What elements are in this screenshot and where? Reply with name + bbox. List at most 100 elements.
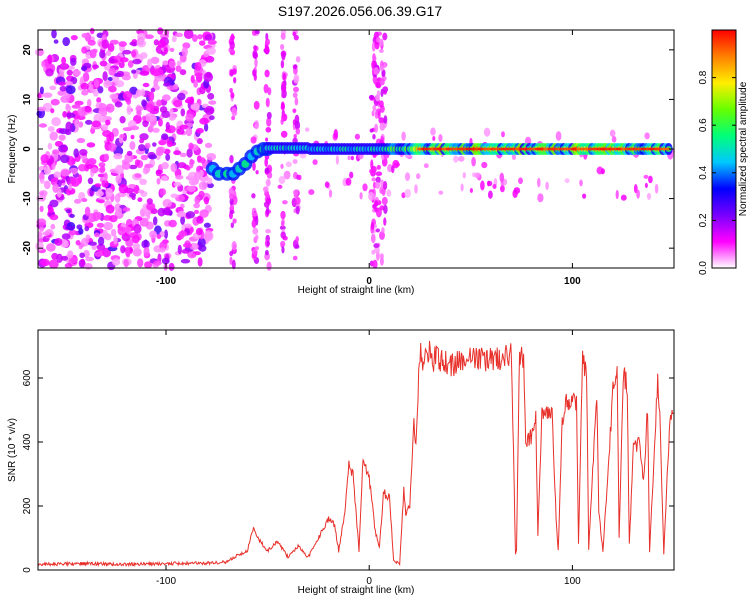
heatmap-cell <box>105 204 115 214</box>
heatmap-cell <box>603 147 610 151</box>
heatmap-cell <box>89 27 95 35</box>
heatmap-cell <box>65 209 72 214</box>
heatmap-cell <box>487 190 493 199</box>
snr-y-tick-label: 400 <box>22 433 33 450</box>
heatmap-cell <box>143 246 150 257</box>
heatmap-cell <box>354 133 361 140</box>
heatmap-cell <box>129 232 139 240</box>
heatmap-cell <box>108 67 117 76</box>
heatmap-cell <box>122 91 133 101</box>
heatmap-cell <box>71 104 81 109</box>
heatmap-cell <box>180 108 186 117</box>
heatmap-cell <box>92 64 99 69</box>
heatmap-cell <box>375 181 381 189</box>
heatmap-cell <box>179 124 189 130</box>
heatmap-cell <box>185 113 194 122</box>
colorbar-gradient <box>712 30 736 268</box>
heatmap-cell <box>381 196 388 206</box>
heatmap-cell <box>471 156 476 167</box>
heatmap-cell <box>159 247 166 253</box>
heatmap-cell <box>414 184 418 194</box>
heatmap-cell <box>107 43 115 53</box>
colorbar-tick-label: 0.0 <box>698 261 709 275</box>
heatmap-cell <box>295 128 301 135</box>
heatmap-cell <box>94 183 102 188</box>
heatmap-cell <box>254 30 260 35</box>
heatmap-cell <box>373 200 379 207</box>
heatmap-cell <box>429 147 436 151</box>
heatmap-cell <box>372 133 376 140</box>
heatmap-cell <box>370 233 376 244</box>
heatmap-cell <box>265 38 270 46</box>
heatmap-cell <box>229 197 234 206</box>
heatmap-cell <box>648 175 653 184</box>
heatmap-cell <box>345 177 352 186</box>
heatmap-cell <box>183 29 194 40</box>
heatmap-cell <box>633 184 638 194</box>
heatmap-cell <box>254 57 258 68</box>
heatmap-cell <box>469 147 476 151</box>
heatmap-cell <box>177 244 182 255</box>
heatmap-cell <box>142 119 149 128</box>
heatmap-cell <box>264 249 269 256</box>
heatmap-cell <box>392 159 400 169</box>
heatmap-cell <box>87 177 94 185</box>
heatmap-cell <box>137 32 146 42</box>
heatmap-cell <box>81 198 88 203</box>
heatmap-cell <box>264 69 270 78</box>
heatmap-cell <box>153 78 159 87</box>
heatmap-cell <box>616 147 623 151</box>
snr-y-ticks: 0 200 400 600 <box>22 369 674 573</box>
heatmap-cell <box>437 147 444 151</box>
heatmap-cell <box>292 31 297 37</box>
heatmap-cell <box>293 74 300 84</box>
colorbar-frame <box>711 29 737 269</box>
heatmap-cell <box>190 75 195 84</box>
heatmap-cell <box>252 227 259 235</box>
heatmap-cell <box>660 147 667 151</box>
heatmap-cell <box>207 92 215 100</box>
heatmap-cell <box>204 229 213 240</box>
heatmap-cell <box>543 147 549 151</box>
heatmap-cell <box>139 217 149 227</box>
heatmap-cell <box>98 114 108 123</box>
heatmap-cell <box>232 218 237 224</box>
heatmap-cell <box>98 162 106 168</box>
heatmap-cell <box>65 225 76 230</box>
heatmap-cell <box>133 223 142 234</box>
heatmap-cell <box>282 73 286 81</box>
heatmap-cell <box>199 85 206 95</box>
heatmap-cell <box>177 162 187 169</box>
heatmap-cell <box>474 172 481 179</box>
heatmap-cell <box>203 222 211 228</box>
heatmap-cell <box>74 119 79 128</box>
heatmap-cell <box>83 262 93 270</box>
heatmap-cell <box>374 123 379 133</box>
heatmap-cell <box>120 245 126 254</box>
heatmap-cell <box>378 48 384 53</box>
heatmap-cell <box>193 79 198 88</box>
heatmap-cell <box>168 262 175 271</box>
heatmap-cell <box>128 183 137 189</box>
heatmap-cell <box>148 91 155 102</box>
heatmap-cell <box>265 126 272 133</box>
heatmap-cell <box>375 93 381 102</box>
heatmap-cell <box>80 237 90 247</box>
heatmap-cell <box>188 142 194 150</box>
heatmap-cell <box>379 253 384 260</box>
heatmap-cell <box>166 85 177 91</box>
spectrogram-y-tick-label: -20 <box>22 241 33 256</box>
heatmap-cell <box>636 189 640 199</box>
heatmap-cell <box>664 147 671 151</box>
heatmap-cell <box>68 183 73 191</box>
heatmap-cell <box>135 105 144 112</box>
heatmap-cell <box>51 29 57 39</box>
heatmap-cell <box>349 171 354 179</box>
heatmap-cell <box>101 39 110 49</box>
spectrogram-y-tick-label: 20 <box>22 44 33 56</box>
heatmap-cell <box>59 85 67 92</box>
heatmap-cell <box>432 135 436 142</box>
heatmap-cell <box>157 118 163 127</box>
heatmap-cell <box>292 108 297 114</box>
